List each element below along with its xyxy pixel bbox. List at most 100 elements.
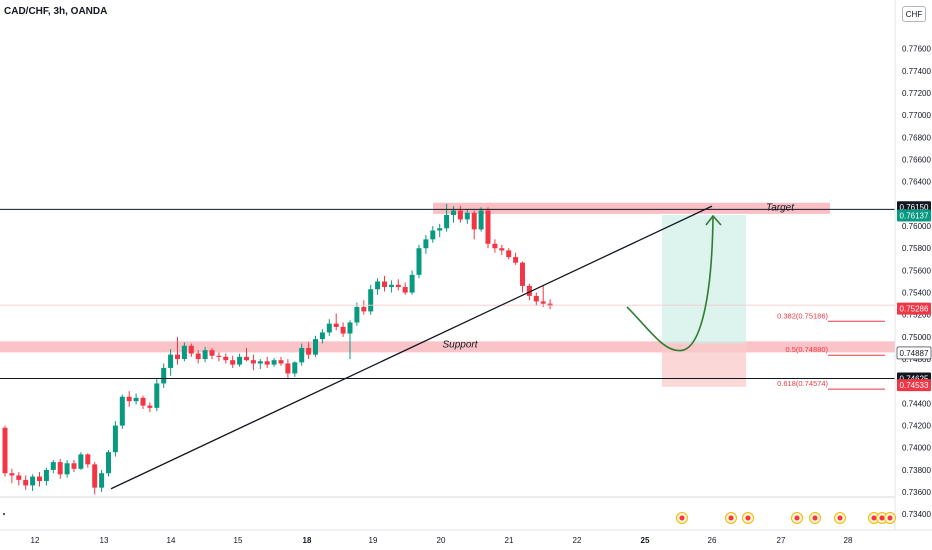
candle-down [306, 347, 312, 355]
candle-down [2, 427, 8, 474]
projection-arrow-head [705, 214, 722, 226]
candle-up [354, 306, 360, 323]
candle-down [216, 355, 222, 357]
price-tick-label: 0.73800 [902, 466, 931, 475]
candle-down [457, 210, 463, 220]
trendline [110, 205, 713, 490]
price-tick-label: 0.74200 [902, 422, 931, 431]
candle-down [395, 284, 401, 288]
price-tag-label: 0.75286 [900, 305, 929, 314]
fib-level-label: 0.5(0.74880) [785, 345, 828, 354]
time-tick-label: 25 [641, 536, 650, 545]
time-tick-label: 15 [234, 536, 243, 545]
price-tick-label: 0.75600 [902, 266, 931, 275]
candle-up [78, 454, 84, 469]
candle-up [237, 356, 243, 365]
price-tag-bg [897, 379, 931, 392]
candle-up [326, 323, 332, 333]
candle-down [333, 323, 339, 327]
price-tag-label: 0.74533 [900, 381, 929, 390]
candle-down [92, 464, 98, 488]
time-tick-label: 12 [31, 536, 40, 545]
price-tick-label: 0.77600 [902, 45, 931, 54]
candle-up [64, 463, 70, 475]
candle-down [402, 287, 408, 293]
time-tick-label: 21 [505, 536, 514, 545]
price-tick-label: 0.76000 [902, 222, 931, 231]
flag-icon [871, 515, 877, 521]
candle-down [278, 360, 284, 364]
candle-up [409, 274, 415, 293]
candle-down [492, 243, 498, 249]
price-tag-bg [896, 346, 932, 360]
candle-down [140, 397, 146, 406]
candle-down [520, 262, 525, 286]
candle-down [85, 454, 91, 465]
candle-up [161, 367, 167, 384]
candle-down [16, 475, 22, 480]
candle-down [57, 462, 63, 475]
price-tag-label: 0.74887 [900, 349, 929, 358]
price-tag-label: 0.74625 [900, 374, 929, 383]
price-tick-label: 0.76400 [902, 178, 931, 187]
flag-icon [812, 515, 818, 521]
candle-up [375, 281, 381, 290]
candle-up [202, 350, 208, 360]
candle-down [382, 281, 387, 288]
price-tick-label: 0.75800 [902, 244, 931, 253]
candle-down [71, 463, 77, 469]
candle-down [340, 326, 346, 334]
candle-down [195, 353, 201, 360]
price-tick-label: 0.76600 [902, 156, 931, 165]
support-label: Support [442, 339, 478, 350]
candle-down [513, 257, 519, 263]
candle-up [416, 248, 422, 275]
drawings: Target Support 0.382(0.75186) 0.5(0.74880) 0… [0, 202, 895, 490]
currency-button[interactable]: CHF [902, 6, 926, 22]
price-tick-label: 0.77200 [902, 89, 931, 98]
price-axis[interactable]: 0.77600 0.77400 0.77200 0.77000 0.76800 0.766… [894, 0, 932, 550]
flag-icon [794, 515, 800, 521]
candle-down [264, 361, 270, 365]
price-tag-bg [897, 209, 931, 222]
profit-zone [662, 214, 746, 344]
flag-icon [745, 515, 751, 521]
price-tag-bg [897, 302, 931, 315]
candle-down [9, 473, 15, 476]
fib-level-label: 0.618(0.74574) [777, 379, 828, 388]
candle-up [368, 289, 374, 312]
candle-up [50, 462, 56, 470]
candle-down [223, 356, 229, 361]
flag-icon [728, 515, 734, 521]
candle-up [464, 212, 470, 220]
price-tag-label: 0.76150 [900, 203, 929, 212]
candle-up [181, 345, 187, 360]
candle-down [209, 350, 215, 356]
candle-up [444, 214, 450, 229]
flag-icon [879, 515, 885, 521]
candle-up [478, 210, 484, 230]
candle-down [175, 354, 180, 360]
time-axis[interactable]: 12 13 14 15 18 19 20 21 22 25 26 27 28 [0, 529, 932, 545]
candle-up [30, 476, 36, 486]
time-tick-label: 20 [437, 536, 446, 545]
candle-down [471, 212, 477, 230]
zones [0, 202, 895, 387]
candle-up [271, 360, 277, 365]
candle-up [106, 452, 111, 474]
flag-icon [837, 515, 843, 521]
price-tag-label: 0.76137 [900, 212, 929, 221]
time-tick-label: 14 [167, 536, 176, 545]
candle-down [285, 363, 291, 374]
candle-up [319, 332, 325, 340]
time-tick-label: 18 [303, 536, 312, 545]
price-tick-label: 0.73400 [902, 510, 931, 519]
target-zone [433, 202, 830, 214]
time-tick-label: 19 [369, 536, 378, 545]
candle-up [437, 228, 443, 231]
price-tick-label: 0.75400 [902, 289, 931, 298]
candle-down [23, 479, 29, 486]
candle-down [533, 295, 539, 302]
candle-up [112, 425, 118, 453]
